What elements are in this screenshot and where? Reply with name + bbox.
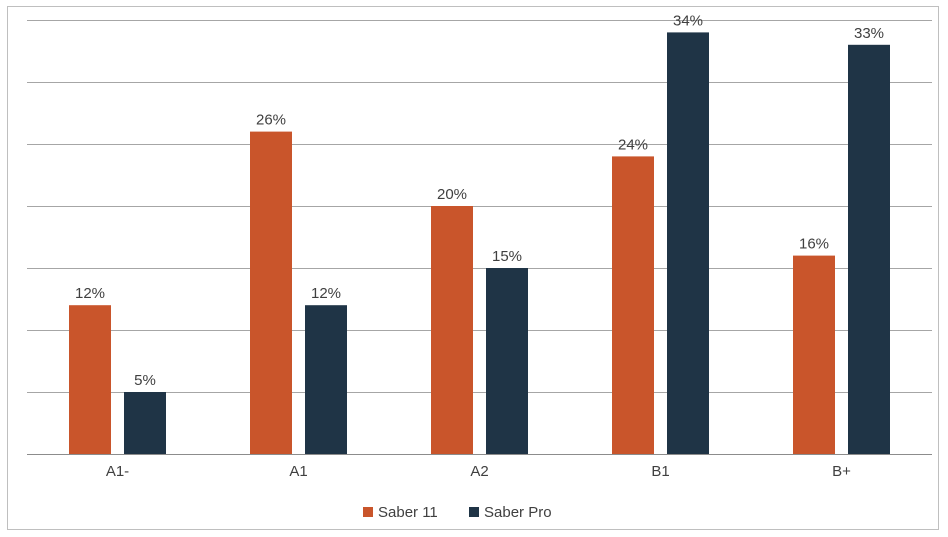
- data-label: 16%: [799, 236, 829, 253]
- bar-saber-11-B+: [793, 255, 835, 454]
- bar-saber-11-A2: [431, 206, 473, 454]
- x-tick-label: A1: [289, 463, 307, 480]
- data-label: 34%: [673, 12, 703, 29]
- bar-saber-pro-B1: [667, 32, 709, 455]
- legend-swatch: [363, 507, 373, 517]
- legend-label: Saber 11: [378, 504, 438, 521]
- x-tick-label: A2: [470, 463, 488, 480]
- bar-saber-11-A1: [250, 131, 292, 454]
- x-tick-label: B+: [832, 463, 851, 480]
- bars: [69, 32, 890, 455]
- x-tick-label: B1: [651, 463, 669, 480]
- legend-label: Saber Pro: [484, 504, 552, 521]
- data-label: 33%: [854, 25, 884, 42]
- data-label: 5%: [134, 372, 156, 389]
- bar-saber-11-A1-: [69, 305, 111, 454]
- bar-saber-pro-A1: [305, 305, 347, 454]
- x-axis-ticks: A1- A1 A2 B1 B+: [106, 463, 851, 480]
- data-label: 26%: [256, 112, 286, 129]
- legend: Saber 11 Saber Pro: [363, 504, 552, 521]
- data-labels: 12% 5% 26% 12% 20% 15% 24% 34% 16% 33%: [75, 12, 884, 389]
- data-label: 12%: [311, 285, 341, 302]
- data-label: 15%: [492, 248, 522, 265]
- bar-saber-11-B1: [612, 156, 654, 454]
- bar-saber-pro-B+: [848, 44, 890, 455]
- bar-saber-pro-A1-: [124, 392, 166, 454]
- x-tick-label: A1-: [106, 463, 129, 480]
- legend-swatch: [469, 507, 479, 517]
- bar-saber-pro-A2: [486, 268, 528, 454]
- data-label: 24%: [618, 136, 648, 153]
- data-label: 20%: [437, 186, 467, 203]
- data-label: 12%: [75, 285, 105, 302]
- gridlines: [27, 20, 932, 455]
